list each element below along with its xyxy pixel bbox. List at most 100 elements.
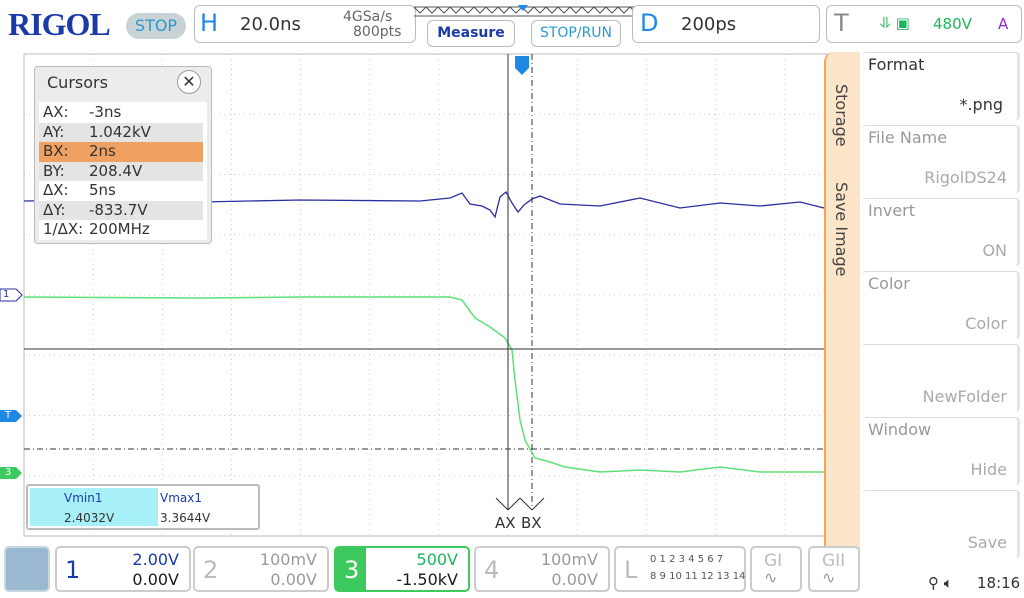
cursor-row: AY: 1.042kV <box>39 122 203 142</box>
channel-offset: 0.00V <box>551 570 598 589</box>
bus-label: GII <box>822 551 846 571</box>
bus-box[interactable]: GI ∿ <box>750 546 802 592</box>
ch3-marker: 3 <box>5 467 12 478</box>
channel-number: 1 <box>65 556 81 584</box>
cursor-a-label: AX <box>495 514 516 532</box>
timebase: 20.0ns <box>240 14 301 35</box>
bus-label: GI <box>764 551 783 571</box>
cursors-title: Cursors <box>47 73 108 92</box>
channel-scale: 100mV <box>540 550 598 569</box>
cursor-value: 1.042kV <box>89 122 151 141</box>
menu-item[interactable]: Format *.png <box>862 52 1020 120</box>
menu-item-value: Color <box>965 314 1007 333</box>
memory-depth: 800pts <box>353 24 402 40</box>
menu-item-title: Color <box>868 274 910 293</box>
cursor-row: AX: -3ns <box>39 103 203 123</box>
menu-item-value: *.png <box>959 95 1003 114</box>
measure-button[interactable]: Measure <box>427 20 515 47</box>
trigger-box[interactable] <box>826 5 1022 43</box>
channel-offset: 0.00V <box>270 570 317 589</box>
h-label: H <box>200 9 219 37</box>
menu-item[interactable]: Save <box>862 490 1020 558</box>
timebase-box[interactable] <box>194 5 416 43</box>
trigger-marker-shape <box>0 410 22 422</box>
menu-item-value: Save <box>967 533 1007 552</box>
cursor-key: AY: <box>43 122 65 141</box>
cursor-key: ΔX: <box>43 181 69 199</box>
cursor-row: 1/ΔX: 200MHz <box>39 220 203 240</box>
trigger-mode: A <box>998 15 1009 33</box>
cursors-panel: Cursors ✕ AX: -3ns AY: 1.042kV BX: 2ns BY: 208.… <box>34 66 212 244</box>
logic-row: 8 9 10 11 12 13 14 15 <box>650 571 762 582</box>
cursor-value: -3ns <box>89 103 122 121</box>
cursor-arrows <box>495 497 545 511</box>
menu-item[interactable]: NewFolder <box>862 344 1020 412</box>
channel-offset: -1.50kV <box>396 570 458 589</box>
ch4-trace <box>23 190 825 219</box>
channel-number: 2 <box>203 556 219 584</box>
delay-box[interactable] <box>632 5 820 43</box>
clock: 18:16 <box>977 574 1021 592</box>
channel-box[interactable]: 3 500V -1.50kV <box>334 546 470 592</box>
measure-name: Vmin1 <box>64 491 103 505</box>
bus-icon: ∿ <box>822 568 836 587</box>
ch1-marker: 1 <box>3 289 10 300</box>
cursor-row: BY: 208.4V <box>39 161 203 181</box>
menu-item[interactable]: File Name RigolDS24 <box>862 125 1020 193</box>
logic-box[interactable]: L 0 1 2 3 4 5 6 7 8 9 10 11 12 13 14 15 <box>614 546 761 592</box>
menu-item-value: Hide <box>970 460 1007 479</box>
memory-bar <box>414 5 634 17</box>
menu-item[interactable]: Invert ON <box>862 198 1020 266</box>
menu-tab[interactable]: Storage <box>832 84 851 147</box>
cursor-key: ΔY: <box>43 200 66 219</box>
logic-label: L <box>624 556 638 584</box>
menu-item-value: NewFolder <box>922 387 1007 406</box>
home-button[interactable] <box>4 546 50 592</box>
menu-item-title: Window <box>868 420 932 439</box>
close-button[interactable]: ✕ <box>177 70 201 94</box>
cursor-value: 2ns <box>89 142 116 160</box>
menu-item[interactable]: Color Color <box>862 271 1020 339</box>
ch3-marker-shape <box>0 467 22 479</box>
logic-row: 0 1 2 3 4 5 6 7 <box>650 554 724 565</box>
cursor-key: AX: <box>43 103 69 121</box>
cursor-value: -833.7V <box>89 200 148 219</box>
menu-item-value: ON <box>982 241 1007 260</box>
cursor-value: 200MHz <box>89 220 150 238</box>
channel-number: 4 <box>484 556 500 584</box>
trigger-level: 480V <box>933 15 972 33</box>
status-icons: ⚲ 🔈︎ <box>928 574 953 592</box>
menu-item-title: Invert <box>868 201 916 220</box>
measure-name: Vmax1 <box>160 491 202 505</box>
menu-item-title: File Name <box>868 128 948 147</box>
ch1-marker-shape <box>0 288 23 302</box>
channel-box[interactable]: 1 2.00V 0.00V <box>55 546 191 592</box>
menu-tab[interactable]: Save Image <box>832 182 851 277</box>
cursor-row: ΔY: -833.7V <box>39 200 203 220</box>
cursor-key: BY: <box>43 161 65 180</box>
bus-icon: ∿ <box>764 568 778 587</box>
cursor-key: 1/ΔX: <box>43 220 84 238</box>
delay: 200ps <box>681 14 737 35</box>
menu-tabs <box>824 52 860 564</box>
trigger-position <box>515 56 529 75</box>
stop-run-button[interactable]: STOP/RUN <box>531 20 621 47</box>
cursor-key: BX: <box>43 142 69 160</box>
channel-scale: 2.00V <box>132 550 179 569</box>
cursor-row: ΔX: 5ns <box>39 181 203 201</box>
d-label: D <box>640 9 659 37</box>
menu-item-title: Format <box>868 55 925 74</box>
bus-box[interactable]: GII ∿ <box>808 546 860 592</box>
t-label: T <box>834 9 849 37</box>
channel-box[interactable]: 4 100mV 0.00V <box>474 546 610 592</box>
measure-panel: Vmin1 2.4032V Vmax1 3.3644V <box>26 484 260 530</box>
sample-rate: 4GSa/s <box>343 9 393 25</box>
menu-item[interactable]: Window Hide <box>862 417 1020 485</box>
trigger-slope: ⥥ ▣ <box>880 14 910 32</box>
channel-box[interactable]: 2 100mV 0.00V <box>193 546 329 592</box>
menu-item-value: RigolDS24 <box>924 168 1007 187</box>
measure-highlight <box>30 488 158 526</box>
ch3-trace <box>23 296 854 473</box>
cursor-row: BX: 2ns <box>39 142 203 162</box>
